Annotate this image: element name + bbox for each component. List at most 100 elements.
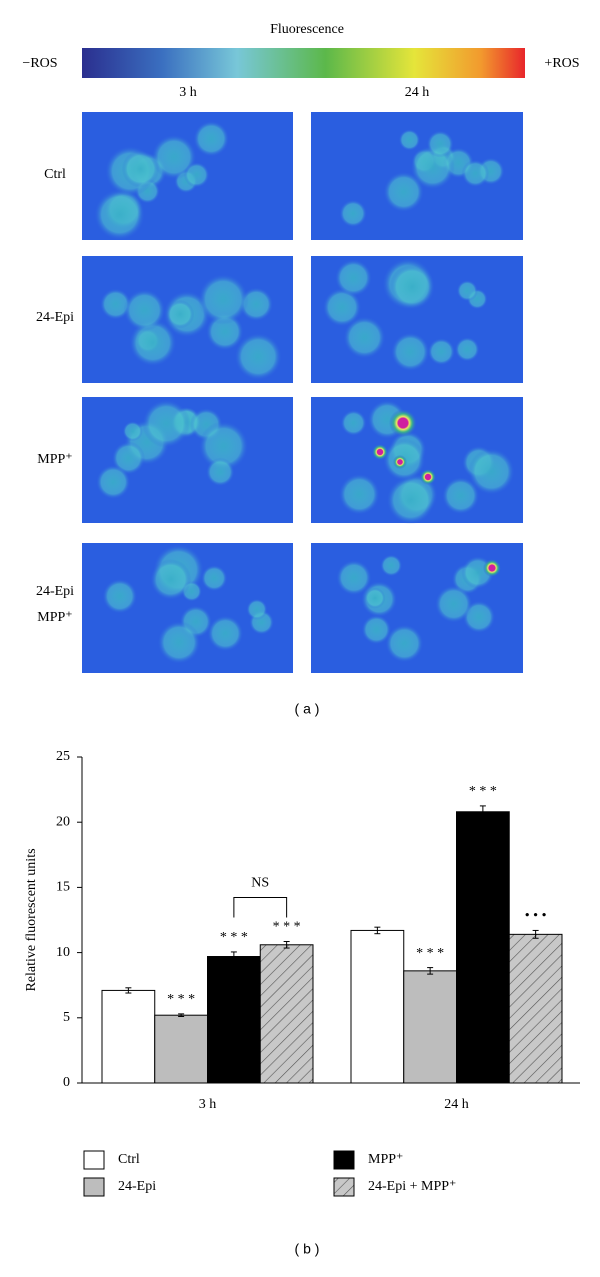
error-bar: [479, 805, 486, 819]
cell: [198, 273, 249, 325]
cell: [183, 162, 210, 188]
cell: [339, 199, 367, 228]
y-tick-label: 10: [56, 945, 70, 960]
hot-spot: [393, 455, 407, 469]
ns-label: NS: [251, 876, 269, 891]
y-axis-title: Relative fluorescent units: [24, 848, 39, 991]
bar: [259, 944, 314, 1084]
legend-swatch: [333, 1177, 355, 1197]
cell: [234, 332, 282, 381]
cell: [122, 421, 143, 442]
hot-spot: [483, 559, 501, 577]
cell: [456, 280, 478, 302]
cell: [123, 289, 166, 332]
scale-low: −ROS: [22, 56, 57, 71]
error-bar: [374, 926, 381, 935]
cell: [336, 559, 372, 596]
significance: * * *: [220, 930, 248, 945]
error-bar: [283, 941, 290, 949]
panel-label: ( b ): [295, 1241, 320, 1257]
scale-title: Fluorescence: [270, 22, 344, 37]
cell: [94, 189, 146, 241]
column-label: 24 h: [405, 85, 430, 100]
cell: [246, 598, 268, 620]
row-label: 24-Epi: [36, 310, 74, 325]
error-bar: [178, 1013, 185, 1017]
hot-spot: [372, 444, 388, 460]
bar: [154, 1014, 208, 1084]
legend-swatch: [83, 1150, 105, 1170]
legend-swatch: [333, 1150, 355, 1170]
cell: [461, 159, 490, 188]
cell: [340, 409, 367, 436]
cell: [434, 585, 473, 623]
cell: [427, 337, 456, 366]
cell: [165, 299, 195, 329]
bar: [101, 989, 156, 1084]
significance: • • •: [525, 909, 547, 924]
cell: [383, 171, 425, 213]
cell: [193, 120, 230, 157]
x-tick-label: 3 h: [199, 1097, 217, 1112]
micrographs: [82, 112, 523, 673]
legend-label: 24-Epi: [118, 1179, 156, 1194]
hot-spot: [389, 409, 417, 437]
significance: * * *: [469, 784, 497, 799]
cell: [389, 264, 435, 310]
cell: [150, 559, 192, 601]
cell: [385, 624, 424, 663]
bar: [403, 970, 457, 1084]
bar: [207, 956, 261, 1084]
row-label: Ctrl: [44, 167, 66, 182]
y-tick-label: 0: [63, 1075, 70, 1090]
cell: [364, 587, 386, 609]
cell: [142, 399, 191, 448]
cell: [426, 130, 454, 158]
legend-swatch: [83, 1177, 105, 1197]
cell: [151, 134, 197, 180]
bar: [456, 811, 510, 1084]
significance: * * *: [416, 946, 444, 961]
y-tick-label: 25: [56, 749, 70, 764]
cell: [207, 615, 244, 652]
bar: [350, 929, 405, 1084]
cell: [390, 332, 430, 372]
column-label: 3 h: [179, 85, 197, 100]
significance: * * *: [167, 992, 195, 1007]
y-tick-label: 15: [56, 880, 70, 895]
cell: [205, 457, 235, 487]
row-label: MPP⁺: [37, 452, 72, 467]
cell: [468, 448, 515, 495]
panel-label: ( a ): [295, 701, 320, 717]
legend-label: MPP⁺: [368, 1152, 403, 1167]
cell: [380, 554, 403, 577]
cell: [157, 620, 201, 664]
x-tick-label: 24 h: [444, 1097, 469, 1112]
cell: [96, 464, 131, 500]
color-scale: [82, 48, 525, 78]
y-tick-label: 20: [56, 814, 70, 829]
hot-spot: [420, 469, 436, 485]
ns-bracket: [233, 897, 288, 918]
cell: [334, 259, 373, 297]
scale-high: +ROS: [544, 56, 579, 71]
cell: [386, 475, 435, 525]
error-bar: [230, 951, 237, 962]
legend-label: 24-Epi + MPP⁺: [368, 1179, 456, 1194]
row-label: 24-Epi MPP⁺: [36, 584, 74, 625]
error-bar: [427, 967, 434, 975]
cell: [441, 476, 480, 515]
cell: [398, 129, 421, 151]
y-tick-label: 5: [63, 1010, 70, 1025]
cell: [361, 614, 392, 645]
bar: [508, 933, 563, 1084]
significance: * * *: [273, 920, 301, 935]
bar-chart: 0 5 10 15 20 25 Relative fluorescent units 3 h *…: [24, 749, 580, 1197]
legend-label: Ctrl: [118, 1152, 140, 1167]
cell: [99, 288, 132, 320]
error-bar: [125, 987, 132, 994]
cell: [343, 316, 386, 359]
cell: [322, 287, 362, 327]
